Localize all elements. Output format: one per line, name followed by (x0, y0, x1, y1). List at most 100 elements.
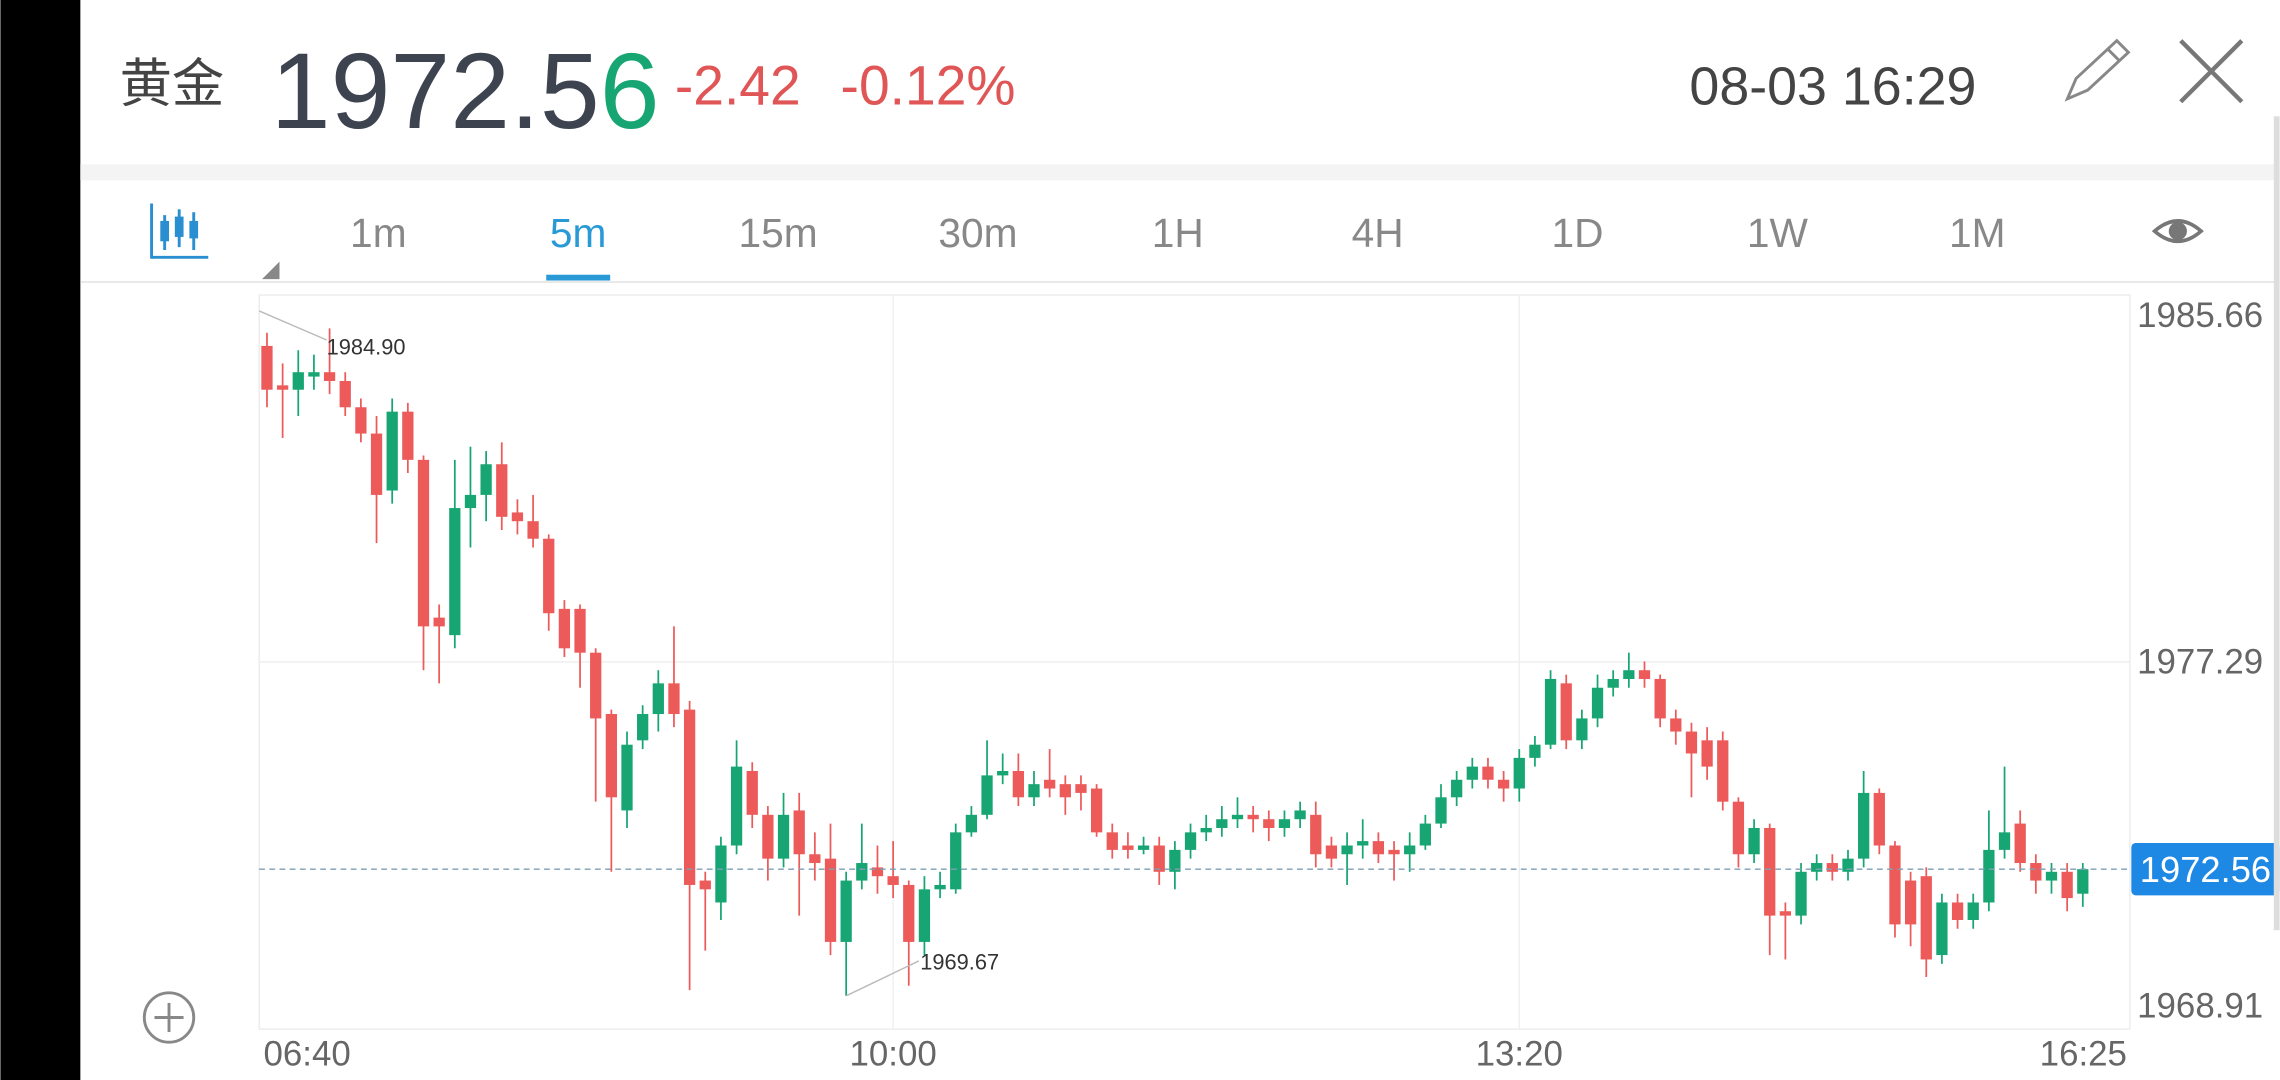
candle-body (605, 714, 617, 798)
candle-body (1090, 788, 1103, 833)
candle-body (2077, 869, 2089, 894)
candle-body (1122, 845, 1134, 850)
candle-body (1451, 779, 1463, 798)
candle-body (840, 880, 852, 942)
candle-body (1310, 814, 1322, 855)
candle-body (1670, 718, 1682, 732)
candle-body (2030, 863, 2042, 881)
candle-body (464, 494, 477, 509)
candle-body (746, 771, 758, 815)
candle-body (981, 775, 993, 815)
candle-body (1137, 845, 1150, 850)
candle-body (417, 459, 430, 627)
candle-body (1216, 819, 1228, 828)
candle-body (950, 832, 962, 890)
datetime: 08-03 16:29 (1689, 57, 1976, 117)
min-leader (845, 960, 920, 997)
timeframe-tab[interactable]: 1m (350, 210, 407, 256)
candle-body (871, 867, 884, 877)
scrollbar (2273, 116, 2280, 931)
candle-body (1889, 845, 1901, 925)
candle-body (558, 608, 571, 649)
candle-body (1623, 670, 1635, 679)
candle-body (1341, 845, 1353, 855)
candle-body (856, 863, 868, 881)
timeframe-tab[interactable]: 5m (550, 210, 607, 256)
timeframe-tab[interactable]: 15m (738, 210, 817, 256)
candle-body (715, 845, 727, 903)
edit-button[interactable] (2064, 38, 2131, 102)
y-tick-label: 1968.91 (2137, 986, 2263, 1025)
candle-body (1153, 845, 1165, 872)
candle-body (2061, 871, 2073, 899)
candle-body (574, 608, 586, 653)
candle-body (1826, 863, 1838, 872)
candle-body (2014, 823, 2026, 864)
x-tick-label: 10:00 (849, 1034, 936, 1073)
change: -2.42 (675, 55, 801, 117)
candle-body (590, 652, 602, 719)
candle-body (323, 372, 336, 381)
candle-body (1904, 880, 1917, 925)
visibility-button[interactable] (2151, 219, 2204, 244)
candle-body (965, 814, 978, 833)
timeframe-tab[interactable]: 30m (938, 210, 1017, 256)
candle-body (496, 464, 508, 517)
x-tick-label: 13:20 (1476, 1034, 1563, 1073)
max-label: 1984.90 (327, 335, 406, 360)
plot: 1985.66 1977.29 1968.91 06:40 10:00 13:20 16:2… (258, 294, 2280, 1073)
chart-type-button[interactable] (150, 203, 209, 259)
candle-body (2045, 871, 2058, 881)
candle-body (1654, 678, 1666, 719)
tab-underline (546, 274, 611, 281)
candle-body (887, 876, 899, 885)
candle-body (386, 411, 398, 491)
header-divider (80, 164, 2280, 181)
candle-body (1044, 779, 1056, 789)
add-indicator-button[interactable] (142, 991, 196, 1044)
change-percent: -0.12% (841, 55, 1016, 117)
candle-body (1106, 832, 1118, 850)
y-tick-label: 1985.66 (2137, 296, 2263, 335)
candle-body (1638, 670, 1651, 679)
candle-body (1811, 863, 1823, 872)
timeframe-tab[interactable]: 1M (1949, 210, 2006, 256)
candle-body (1701, 740, 1713, 767)
candle-body (683, 709, 696, 885)
candle-body (1591, 687, 1604, 719)
timeframe-tab[interactable]: 4H (1352, 210, 1404, 256)
candle-body (1184, 832, 1197, 850)
timeframe-tab[interactable]: 1D (1552, 210, 1604, 256)
min-label: 1969.67 (920, 950, 999, 975)
candle-body (1544, 678, 1557, 745)
candle-body (1325, 845, 1338, 859)
candle-body (261, 345, 273, 390)
candle-body (668, 683, 680, 715)
candle-body (652, 683, 664, 715)
candle-body (1936, 902, 1948, 956)
timeframe-tab[interactable]: 1W (1747, 210, 1809, 256)
candle-body (1717, 740, 1729, 802)
candle-body (1012, 771, 1024, 798)
candle-body (1075, 784, 1087, 793)
x-tick-label: 16:25 (2040, 1034, 2127, 1073)
candle-body (1200, 827, 1212, 833)
candle-body (1764, 827, 1776, 916)
candle-body (903, 884, 915, 942)
candle-body (1779, 911, 1792, 916)
candle-body (1482, 766, 1494, 780)
candle-body (1404, 845, 1416, 855)
candle-body (1419, 823, 1431, 846)
candle-body (308, 372, 320, 377)
candle-body (1059, 784, 1071, 798)
candle-body (1372, 841, 1385, 855)
candle-body (527, 521, 539, 539)
candle-body (1983, 849, 1995, 903)
candle-body (699, 880, 711, 890)
candle-body (918, 889, 931, 942)
left-bezel (0, 0, 81, 1080)
timeframe-tab[interactable]: 1H (1152, 210, 1204, 256)
close-button[interactable] (2179, 39, 2244, 104)
